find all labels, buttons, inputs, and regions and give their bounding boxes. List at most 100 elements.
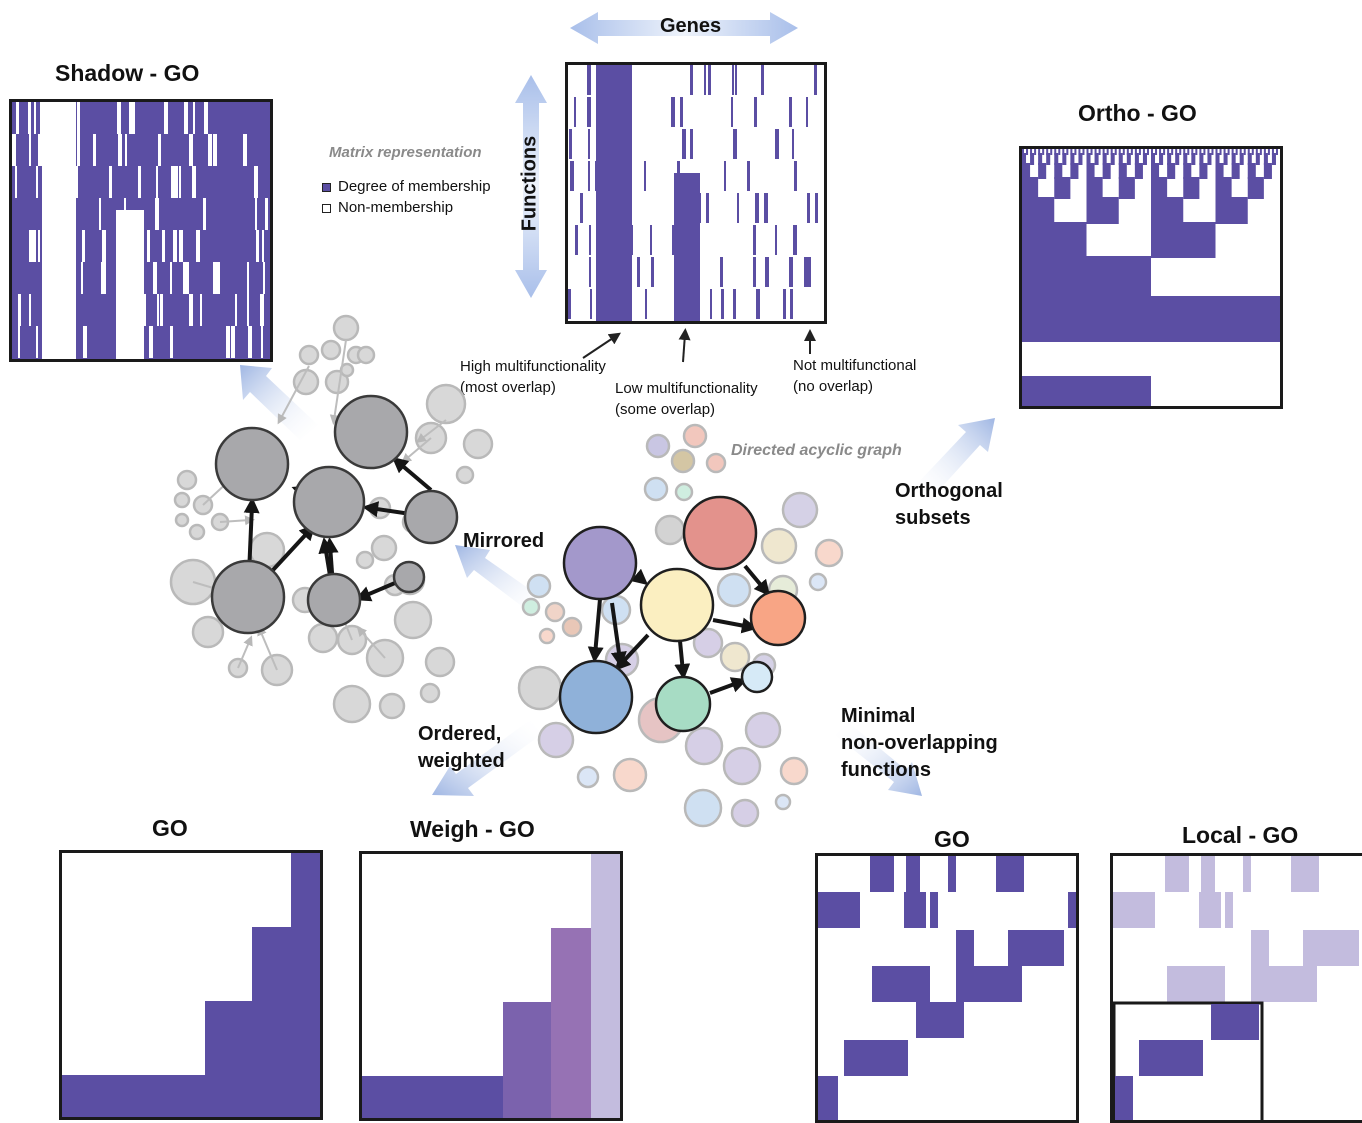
gap-stripe [170,326,173,358]
stair-4 [291,853,320,1117]
primary-node [403,489,459,545]
ortho-block [1098,149,1101,155]
gap-stripe [189,134,193,166]
function-block [906,856,920,892]
ortho-block [1243,149,1246,155]
gap-stripe [247,262,249,294]
gap-stripe [248,326,252,358]
arrow-to-shadow [240,365,318,440]
dag-primary-node [562,525,638,601]
ortho-block [1090,149,1093,155]
ortho-block [1142,149,1145,155]
ortho-block [1054,149,1057,155]
primary-edge [362,501,432,519]
gap-stripe [38,134,42,166]
gap-stripe [157,294,159,326]
dag-background-node [643,476,669,502]
gap-stripe [48,102,50,134]
membership-stripe [733,289,736,319]
ortho-block [1151,153,1156,165]
ortho-block [1030,149,1033,155]
background-edge [329,339,347,425]
ortho-block [1086,177,1103,199]
gap-stripe [82,230,85,262]
ortho-block [1231,163,1240,179]
gap-stripe [54,102,58,134]
gap-stripe [73,166,77,198]
membership-stripe [815,193,818,223]
gap-stripe [255,198,257,230]
dag-background-node [684,726,724,766]
membership-stripe [754,97,757,127]
ortho-go-title: Ortho - GO [1078,100,1197,126]
gap-stripe [53,262,57,294]
membership-stripe [574,97,576,127]
gap-stripe [184,102,188,134]
membership-stripe [589,257,591,287]
gap-stripe [171,166,173,198]
ortho-block [1183,163,1192,179]
background-node [365,638,405,678]
gap-stripe [15,166,17,198]
ortho-block [1038,149,1041,155]
matrix-go-staircase [59,850,323,1120]
membership-stripe [690,65,693,95]
gap-stripe [183,262,185,294]
gap-stripe [226,326,230,358]
matrix-go-center [565,62,827,324]
function-block [916,1002,964,1038]
ortho-block [1134,153,1139,165]
ortho-block [1022,177,1039,199]
orthogonal-subsets-label: Orthogonal subsets [895,478,1003,532]
background-node [188,523,206,541]
local-light-block [1165,856,1189,892]
gap-stripe [200,294,202,326]
gap-stripe [164,102,168,134]
background-node [260,653,294,687]
dag-background-node [576,765,600,789]
dag-background-node [767,574,799,606]
matrix-local-go [1110,853,1362,1123]
minimal-line-3: functions [841,759,931,781]
ortho-block [1078,149,1081,155]
membership-stripe [672,225,676,255]
dag-background-node [814,538,844,568]
membership-stripe [735,65,737,95]
gap-stripe [117,102,121,134]
gap-stripe [131,102,135,134]
membership-stripe [628,289,630,319]
ortho-block [1151,177,1168,199]
ortho-block [1038,153,1043,165]
gap-stripe [260,294,264,326]
gap-stripe [109,166,112,198]
ortho-block [1195,149,1198,155]
membership-stripe [644,161,646,191]
dag-primary-edge [674,640,691,680]
ortho-block [1026,149,1029,155]
background-edge [192,581,225,594]
ortho-block [1070,149,1073,155]
gap-stripe [93,134,96,166]
gap-stripe [58,166,62,198]
ortho-block [1086,149,1089,155]
function-block [1068,892,1076,928]
ortho-block [1086,163,1095,179]
dag-background-node [637,696,685,744]
membership-stripe [761,65,764,95]
background-node [368,496,392,520]
ortho-block [1130,149,1133,155]
background-node [378,692,406,720]
gap-stripe [158,134,161,166]
gap-stripe [70,198,74,230]
gap-stripe [29,294,31,326]
function-block [870,856,894,892]
ortho-block [1179,149,1182,155]
membership-stripe [789,97,792,127]
background-node [462,428,494,460]
local-light-block [1225,892,1233,928]
dag-background-node [730,798,760,828]
background-node [370,534,398,562]
local-block [1115,1076,1133,1120]
ortho-block [1110,149,1113,155]
membership-stripe [575,225,578,255]
